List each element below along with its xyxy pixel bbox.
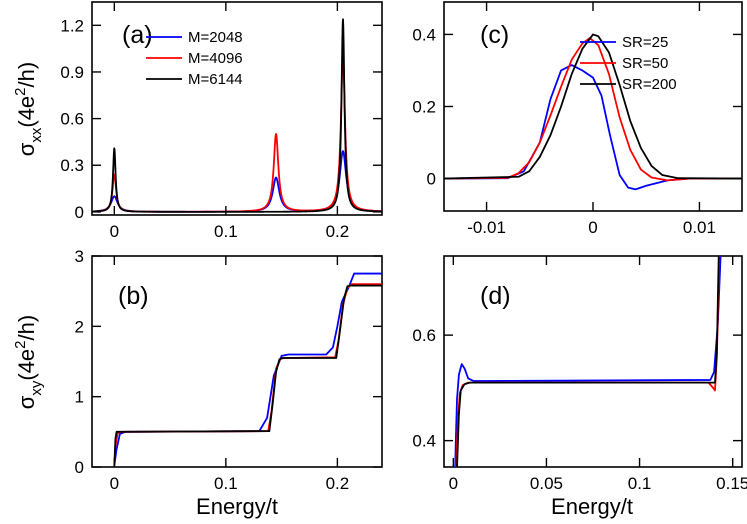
panel-c-ticks: -0.01 0 0.01 0 0.2 0.4	[412, 2, 742, 237]
series-line-m-6144	[92, 18, 382, 213]
x-tick-label: 0	[588, 218, 597, 237]
panel-a-frame	[91, 1, 383, 216]
panel-d-frame	[443, 255, 743, 468]
x-tick-label: 0.01	[683, 218, 716, 237]
legend-label: SR=50	[622, 55, 668, 72]
y-tick-label: 0.9	[60, 63, 84, 82]
panel-a-ticks: 0 0.1 0.2 0 0.3 0.6 0.9 1.2	[60, 2, 382, 241]
y-tick-label: 0	[75, 458, 84, 477]
series-line-sr-25	[454, 256, 722, 467]
y-tick-label: 0.2	[412, 98, 436, 117]
legend-label: M=4096	[188, 50, 243, 67]
x-tick-label: 0.1	[214, 474, 238, 493]
y-tick-label: 0.4	[412, 25, 436, 44]
x-tick-label: 0.05	[530, 474, 563, 493]
panel-c-label: (c)	[480, 21, 509, 49]
panel-a-legend: M=2048 M=4096 M=6144	[146, 29, 243, 88]
panel-a-ylabel: σxx(4e2/h)	[12, 62, 45, 156]
series-line-sr-50	[444, 37, 742, 182]
x-tick-label: -0.01	[467, 218, 506, 237]
panel-c-legend: SR=25 SR=50 SR=200	[580, 34, 677, 93]
x-tick-label: 0	[110, 222, 119, 241]
panel-b-ticks: 0 0.1 0.2 0 1 2 3	[75, 247, 382, 493]
x-tick-label: 0	[449, 474, 458, 493]
series-line-m-2048	[113, 272, 382, 466]
panel-b-label: (b)	[118, 282, 149, 310]
panel-c: -0.01 0 0.01 0 0.2 0.4 (c) SR=25 SR=50 SR=200	[412, 1, 743, 237]
y-tick-label: 1.2	[60, 16, 84, 35]
panel-a-series	[92, 18, 382, 213]
panel-d: 0 0.05 0.1 0.15 0.4 0.6 (d) Energy/t	[412, 255, 747, 519]
x-tick-label: 0.15	[716, 474, 747, 493]
panel-a: 0 0.1 0.2 0 0.3 0.6 0.9 1.2 (a) M=2048 M=4096 M=6…	[12, 1, 383, 241]
panel-d-xlabel: Energy/t	[551, 494, 633, 519]
series-line-sr-200	[456, 256, 720, 467]
series-line-sr-200	[444, 33, 742, 180]
legend-label: SR=200	[622, 76, 677, 93]
y-tick-label: 3	[75, 247, 84, 266]
panel-c-series	[444, 33, 742, 191]
y-tick-label: 0.6	[60, 110, 84, 129]
panel-d-series	[454, 256, 722, 467]
panel-d-label: (d)	[480, 282, 511, 310]
x-tick-label: 0.1	[214, 222, 238, 241]
y-tick-label: 0	[75, 203, 84, 222]
series-line-m-6144	[113, 284, 382, 466]
panel-a-label: (a)	[122, 21, 153, 49]
panel-d-ticks: 0 0.05 0.1 0.15 0.4 0.6	[412, 256, 747, 493]
panel-b-ylabel: σxy(4e2/h)	[12, 315, 45, 409]
x-tick-label: 0	[110, 474, 119, 493]
y-tick-label: 0.3	[60, 156, 84, 175]
y-tick-label: 2	[75, 317, 84, 336]
panel-b-series	[113, 272, 382, 466]
panel-b-xlabel: Energy/t	[196, 494, 278, 519]
x-tick-label: 0.1	[628, 474, 652, 493]
x-tick-label: 0.2	[326, 474, 350, 493]
y-tick-label: 0.6	[412, 326, 436, 345]
y-tick-label: 1	[75, 388, 84, 407]
legend-label: M=2048	[188, 29, 243, 46]
y-tick-label: 0	[427, 170, 436, 189]
x-tick-label: 0.2	[326, 222, 350, 241]
legend-label: M=6144	[188, 71, 243, 88]
y-tick-label: 0.4	[412, 432, 436, 451]
panel-b: 0 0.1 0.2 0 1 2 3 (b) σxy(4e2/h) Energy/t	[12, 247, 383, 519]
legend-label: SR=25	[622, 34, 668, 51]
panel-b-frame	[91, 255, 383, 468]
